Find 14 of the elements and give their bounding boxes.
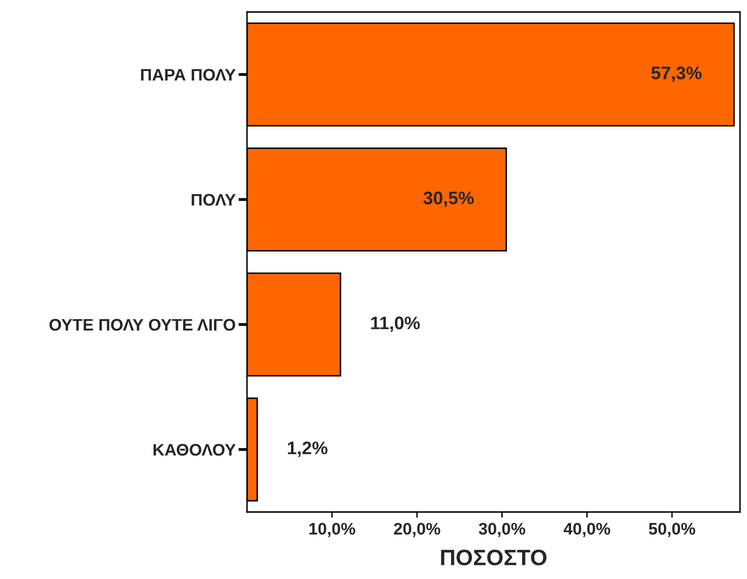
x-tick-label: 10,0% (309, 522, 356, 538)
data-label: 11,0% (371, 316, 420, 332)
x-tick-label: 40,0% (564, 522, 610, 538)
data-label: 1,2% (288, 442, 328, 457)
y-tick-label: ΚΑΘΟΛΟΥ (154, 444, 236, 456)
y-tick-label: ΠΟΛΥ (192, 194, 236, 206)
x-tick-label: 50,0% (648, 522, 696, 538)
x-tick-label: 20,0% (394, 522, 440, 538)
x-axis-title: ΠΟΣΟΣΤΟ (441, 550, 546, 566)
x-tick-label: 30,0% (478, 522, 526, 538)
data-label: 30,5% (423, 192, 474, 207)
y-tick-label: ΠΑΡΑ ΠΟΛΥ (141, 68, 236, 81)
data-label: 57,3% (651, 66, 702, 82)
y-tick-label: ΟΥΤΕ ΠΟΛΥ ΟΥΤΕ ΛΙΓΟ (49, 318, 236, 331)
